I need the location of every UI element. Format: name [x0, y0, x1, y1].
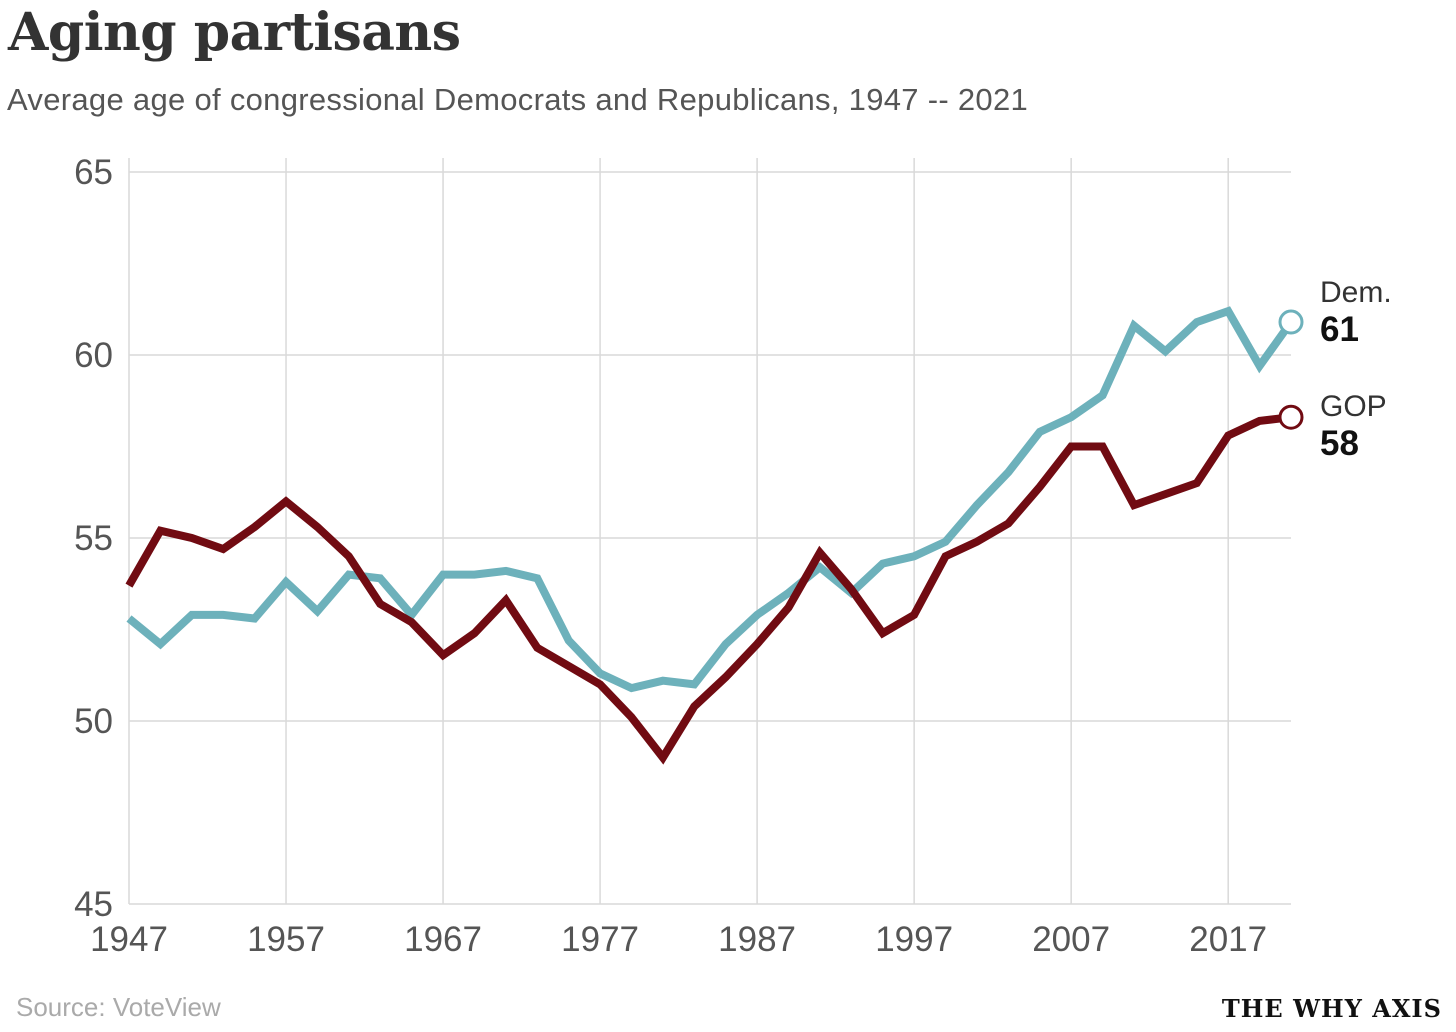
brand-logo: THE WHY AXIS — [1221, 994, 1442, 1023]
source-note: Source: VoteView — [16, 992, 221, 1022]
grid-layer — [128, 158, 1291, 905]
series-end-value-dem: 61 — [1320, 310, 1359, 349]
series-line-dem — [126, 306, 1295, 693]
series-line-gop — [125, 413, 1292, 765]
y-tick-label-50: 50 — [74, 702, 113, 741]
end-marker-dem — [1278, 309, 1304, 335]
x-tick-label-2007: 2007 — [1032, 920, 1110, 959]
series-end-value-gop: 58 — [1320, 424, 1359, 463]
x-tick-label-2017: 2017 — [1189, 920, 1267, 959]
x-tick-label-1967: 1967 — [404, 920, 482, 959]
line-chart: 45 50 55 60 65 1947 1957 1967 1977 1987 1997 2007 20… — [74, 153, 1392, 959]
end-marker-gop — [1278, 404, 1304, 430]
chart-subtitle: Average age of congressional Democrats a… — [7, 82, 1029, 117]
y-tick-label-55: 55 — [74, 519, 113, 558]
x-tick-label-1997: 1997 — [875, 920, 953, 959]
x-tick-label-1947: 1947 — [90, 920, 168, 959]
chart-title: Aging partisans — [8, 2, 461, 63]
y-tick-label-60: 60 — [74, 336, 113, 375]
series-layer — [125, 306, 1295, 765]
x-tick-label-1957: 1957 — [247, 920, 325, 959]
axis-layer: 45 50 55 60 65 1947 1957 1967 1977 1987 1997 2007 20… — [74, 153, 1267, 959]
series-label-dem: Dem. — [1320, 276, 1392, 309]
series-label-gop: GOP — [1320, 390, 1387, 423]
y-tick-label-65: 65 — [74, 153, 113, 192]
y-tick-label-45: 45 — [74, 885, 113, 924]
x-tick-label-1977: 1977 — [561, 920, 639, 959]
x-tick-label-1987: 1987 — [718, 920, 796, 959]
